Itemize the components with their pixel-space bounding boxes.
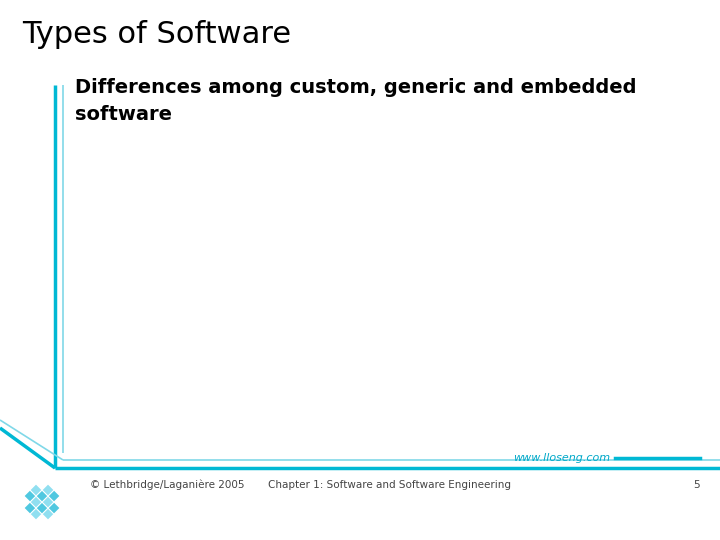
Text: software: software (75, 105, 172, 124)
Polygon shape (36, 490, 48, 502)
Polygon shape (30, 484, 42, 496)
Text: Types of Software: Types of Software (22, 20, 291, 49)
Text: © Lethbridge/Laganière 2005: © Lethbridge/Laganière 2005 (90, 480, 245, 490)
Polygon shape (42, 484, 54, 496)
Text: Differences among custom, generic and embedded: Differences among custom, generic and em… (75, 78, 636, 97)
Polygon shape (30, 496, 42, 508)
Polygon shape (24, 502, 36, 514)
Polygon shape (48, 502, 60, 514)
Polygon shape (30, 508, 42, 520)
Polygon shape (24, 490, 36, 502)
Text: 5: 5 (693, 480, 700, 490)
Polygon shape (42, 496, 54, 508)
Text: Chapter 1: Software and Software Engineering: Chapter 1: Software and Software Enginee… (269, 480, 511, 490)
Text: www.lloseng.com: www.lloseng.com (513, 453, 610, 463)
Polygon shape (36, 502, 48, 514)
Polygon shape (48, 490, 60, 502)
Polygon shape (42, 508, 54, 520)
